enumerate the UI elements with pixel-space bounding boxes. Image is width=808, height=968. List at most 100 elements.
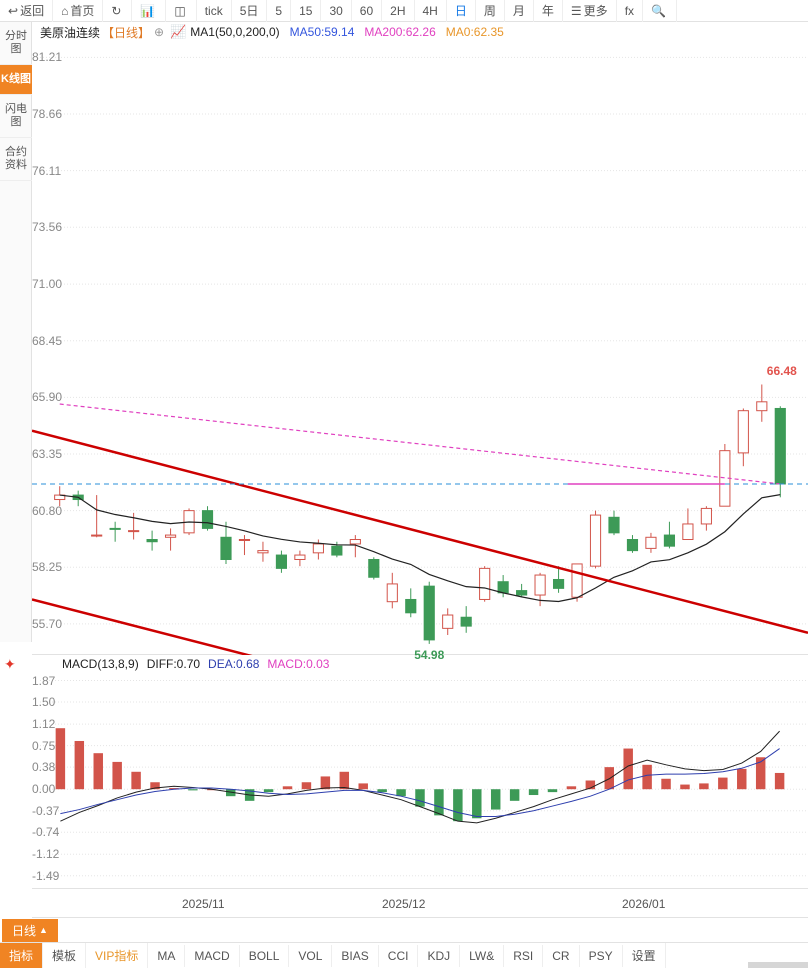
indicator-tab-cr[interactable]: CR (543, 945, 579, 967)
period-dropdown-arrow-icon: ▲ (39, 925, 48, 935)
period-15min-tab[interactable]: 15 (291, 0, 321, 22)
macd-histogram-bar (680, 785, 689, 790)
sidebar-item-kline[interactable]: K线图 (0, 65, 32, 95)
macd-histogram-bar (131, 772, 140, 789)
trading-app-window: ↩ 返回 ⌂ 首页 ↻ 📊 ◫ tick 5日 5 15 30 60 2H 4H… (0, 0, 808, 968)
macd-histogram-bar (567, 786, 576, 789)
period-year-tab[interactable]: 年 (534, 0, 563, 22)
period-30min-tab[interactable]: 30 (321, 0, 351, 22)
indicator-tab-boll[interactable]: BOLL (240, 945, 290, 967)
indicator-tab-模板[interactable]: 模板 (43, 943, 86, 968)
indicator-tab-vol[interactable]: VOL (289, 945, 332, 967)
indicator-tab-bias[interactable]: BIAS (332, 945, 378, 967)
macd-histogram-bar (548, 789, 557, 792)
bar-chart-icon: 📊 (140, 4, 155, 18)
price-y-tick-label: 76.11 (32, 164, 61, 178)
indicator-tab-lw&[interactable]: LW& (460, 945, 504, 967)
price-y-tick-label: 68.45 (32, 334, 62, 348)
left-sidebar-nav: 分时图 K线图 闪电图 合约资料 (0, 22, 32, 642)
home-button[interactable]: ⌂ 首页 (53, 0, 103, 22)
macd-histogram-bar (623, 749, 632, 790)
top-toolbar: ↩ 返回 ⌂ 首页 ↻ 📊 ◫ tick 5日 5 15 30 60 2H 4H… (0, 0, 808, 22)
macd-y-tick-label: 1.50 (32, 695, 55, 709)
period-2h-tab[interactable]: 2H (382, 0, 414, 22)
period-selector-row: 日线 ▲ (0, 918, 808, 943)
zoom-out-button[interactable]: 🔍 (643, 0, 677, 22)
refresh-button[interactable]: ↻ (103, 0, 132, 22)
back-icon: ↩ (8, 4, 18, 18)
chart-type-icon[interactable]: 📈 (170, 24, 186, 40)
period-week-tab[interactable]: 周 (476, 0, 505, 22)
period-5day-tab[interactable]: 5日 (232, 0, 268, 22)
macd-histogram-bar (94, 753, 103, 789)
price-axis-labels: 81.21 78.66 76.11 73.56 71.00 68.45 65.90 63.35… (32, 42, 808, 655)
price-chart-plot[interactable]: 81.21 78.66 76.11 73.56 71.00 68.45 65.90 63.35… (32, 42, 808, 655)
macd-y-tick-label: 1.87 (32, 674, 55, 688)
indicator-tab-macd[interactable]: MACD (185, 945, 239, 967)
more-menu-button[interactable]: ☰ 更多 (563, 0, 617, 22)
price-high-marker-label: 66.48 (767, 364, 797, 378)
macd-histogram-bar (302, 782, 311, 789)
macd-histogram-bar (529, 789, 538, 795)
price-y-tick-label: 78.66 (32, 107, 62, 121)
macd-histogram-bar (112, 762, 121, 789)
macd-histogram-bar (718, 778, 727, 790)
macd-histogram-bar (472, 789, 481, 818)
indicator-tab-vip指标[interactable]: VIP指标 (86, 943, 148, 968)
indicator-tab-psy[interactable]: PSY (580, 945, 623, 967)
macd-histogram-bar (775, 773, 784, 789)
refresh-icon: ↻ (111, 4, 121, 18)
collapse-icon[interactable]: ⊕ (154, 25, 164, 39)
macd-title-label: MACD(13,8,9) (62, 657, 139, 671)
macd-histogram-bar (510, 789, 519, 801)
indicator-selector-row: 指标 模板 VIP指标 MA MACD BOLL VOL BIAS CCI KDJ LW& RSI CR… (0, 943, 808, 968)
sliders-button[interactable]: ◫ (166, 0, 196, 22)
macd-histogram-bar (283, 786, 292, 789)
indicator-tab-指标[interactable]: 指标 (0, 943, 43, 968)
ma-config-label: MA1(50,0,200,0) (190, 25, 279, 39)
period-month-tab[interactable]: 月 (505, 0, 534, 22)
menu-icon: ☰ (571, 4, 582, 18)
macd-y-tick-label: 0.00 (32, 782, 55, 796)
period-4h-tab[interactable]: 4H (415, 0, 447, 22)
sidebar-item-contract-info[interactable]: 合约资料 (0, 138, 32, 181)
macd-histogram-bar (321, 776, 330, 789)
date-axis-label: 2026/01 (622, 897, 665, 911)
macd-chart-plot[interactable]: 1.87 1.50 1.12 0.75 0.38 0.00 -0.37 -0.74 -1.12 -… (32, 673, 808, 888)
period-60min-tab[interactable]: 60 (352, 0, 382, 22)
fx-button[interactable]: fx (617, 0, 643, 22)
indicator-tab-ma[interactable]: MA (148, 945, 185, 967)
macd-y-tick-label: 0.75 (32, 739, 55, 753)
period-5min-tab[interactable]: 5 (267, 0, 291, 22)
macd-histogram-bar (264, 789, 273, 792)
price-y-tick-label: 55.70 (32, 617, 62, 631)
tick-period-tab[interactable]: tick (197, 0, 232, 22)
macd-histogram-bar (75, 741, 84, 789)
price-y-tick-label: 71.00 (32, 277, 62, 291)
back-button[interactable]: ↩ 返回 (0, 0, 53, 22)
sidebar-item-shandiantu[interactable]: 闪电图 (0, 95, 32, 138)
indicator-tab-cci[interactable]: CCI (379, 945, 419, 967)
macd-histogram-bar (453, 789, 462, 821)
macd-histogram-bar (377, 789, 386, 792)
indicator-tab-rsi[interactable]: RSI (504, 945, 543, 967)
sidebar-item-fenshi[interactable]: 分时图 (0, 22, 32, 65)
period-day-tab[interactable]: 日 (447, 0, 476, 22)
ma0-value-label: MA0:62.35 (446, 25, 504, 39)
macd-dea-label: DEA:0.68 (208, 657, 259, 671)
indicator-tab-kdj[interactable]: KDJ (418, 945, 460, 967)
period-daily-selected[interactable]: 日线 ▲ (2, 919, 58, 942)
macd-chart-svg (32, 673, 808, 888)
macd-settings-icon[interactable]: ✦ (4, 656, 20, 672)
bar-chart-button[interactable]: 📊 (132, 0, 166, 22)
macd-y-tick-label: -0.37 (32, 804, 59, 818)
indicator-tab-设置[interactable]: 设置 (623, 943, 666, 968)
macd-histogram-bar (737, 769, 746, 789)
macd-y-tick-label: -1.49 (32, 869, 59, 883)
price-y-tick-label: 58.25 (32, 560, 62, 574)
macd-value-label: MACD:0.03 (267, 657, 329, 671)
ma200-value-label: MA200:62.26 (364, 25, 435, 39)
horizontal-scrollbar[interactable] (748, 962, 808, 968)
price-y-tick-label: 63.35 (32, 447, 62, 461)
home-icon: ⌂ (61, 4, 68, 18)
